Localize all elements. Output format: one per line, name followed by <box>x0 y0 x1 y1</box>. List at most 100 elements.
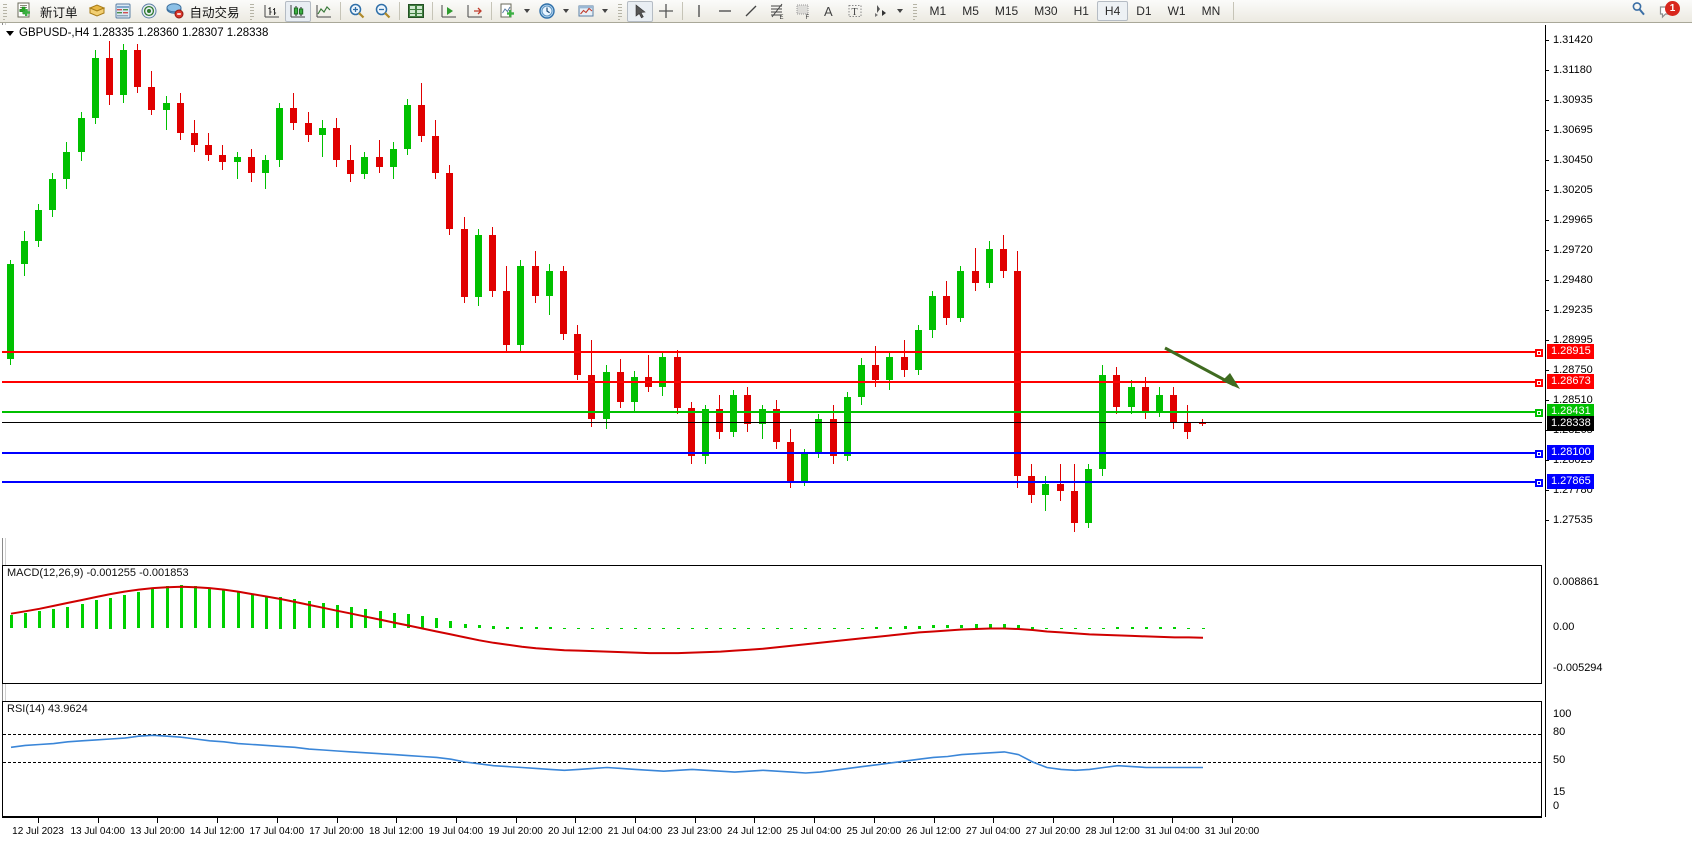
profile-icon[interactable] <box>84 1 110 22</box>
market-watch-icon[interactable] <box>110 1 136 22</box>
price-label-support-green[interactable]: 1.28431 <box>1547 404 1594 420</box>
text-label-icon[interactable]: T <box>842 1 868 22</box>
macd-histogram-bar <box>194 586 197 629</box>
zoom-out-icon[interactable] <box>370 1 396 22</box>
level-line-target-upper[interactable] <box>2 449 1543 458</box>
candle-wick <box>648 355 650 393</box>
horizontal-line-icon[interactable] <box>712 1 738 22</box>
macd-histogram-bar <box>151 589 155 629</box>
candle-body <box>545 270 553 296</box>
candle <box>375 140 383 174</box>
macd-histogram-bar <box>875 627 879 629</box>
price-tick-label: 1.31180 <box>1553 63 1592 76</box>
price-label-resistance-upper[interactable]: 1.28915 <box>1547 344 1594 360</box>
toolbar-grip[interactable] <box>2 1 9 21</box>
level-handle[interactable] <box>1535 478 1543 487</box>
alerts-icon[interactable]: 1 <box>1658 1 1680 20</box>
trendline-icon[interactable] <box>738 1 764 22</box>
timeframe-w1[interactable]: W1 <box>1167 4 1186 18</box>
level-line-current-price[interactable] <box>2 422 1542 423</box>
candle-body <box>588 374 596 420</box>
macd-pane[interactable]: MACD(12,26,9) -0.001255 -0.001853 <box>2 565 1542 684</box>
candle-body <box>120 49 127 96</box>
period-dropdown-caret[interactable] <box>562 9 569 13</box>
level-line-resistance-upper[interactable] <box>2 348 1543 357</box>
level-handle[interactable] <box>1535 348 1543 357</box>
text-icon[interactable]: A <box>816 1 842 22</box>
timeframe-h1[interactable]: H1 <box>1073 4 1089 18</box>
macd-histogram-bar <box>619 627 623 629</box>
templates-icon[interactable] <box>573 1 599 22</box>
level-line-support-green[interactable] <box>2 408 1543 417</box>
chart-symbol-label[interactable]: GBPUSD-,H4 1.28335 1.28360 1.28307 1.283… <box>6 27 268 39</box>
candle-body <box>205 144 213 155</box>
autoscroll-icon[interactable] <box>436 1 462 22</box>
timeframe-m5[interactable]: M5 <box>962 4 979 18</box>
autotrading-icon[interactable] <box>162 1 188 22</box>
shapes-icon[interactable] <box>868 1 894 22</box>
timeframe-d1[interactable]: D1 <box>1136 4 1152 18</box>
chevron-down-icon[interactable] <box>6 30 14 36</box>
crosshair-icon[interactable] <box>653 1 679 22</box>
timeframe-m15[interactable]: M15 <box>994 4 1019 18</box>
templates-dropdown-caret[interactable] <box>601 9 608 13</box>
chart-area[interactable]: GBPUSD-,H4 1.28335 1.28360 1.28307 1.283… <box>0 23 1692 851</box>
shapes-dropdown-caret[interactable] <box>896 9 903 13</box>
time-axis[interactable]: 12 Jul 2023 13 Jul 04:00 13 Jul 20:00 14 Ju… <box>2 817 1542 851</box>
new-order-icon[interactable] <box>12 1 38 22</box>
level-handle[interactable] <box>1535 378 1543 387</box>
macd-histogram-bar <box>1059 627 1063 629</box>
zoom-in-icon[interactable] <box>344 1 370 22</box>
macd-histogram-bar <box>1187 627 1191 629</box>
timeframe-mn[interactable]: MN <box>1201 4 1221 18</box>
price-pane[interactable] <box>2 25 1543 538</box>
price-label-current-price[interactable]: 1.28338 <box>1547 415 1594 431</box>
level-handle[interactable] <box>1535 408 1543 417</box>
price-label-target-upper[interactable]: 1.28100 <box>1547 445 1594 460</box>
candle-body <box>474 235 482 297</box>
bar-chart-icon[interactable] <box>259 1 285 22</box>
line-chart-icon[interactable] <box>311 1 337 22</box>
price-tick: 1.30695 <box>1545 124 1593 136</box>
indicators-dropdown-caret[interactable] <box>523 9 530 13</box>
channel-icon[interactable]: F <box>790 1 816 22</box>
navigator-icon[interactable] <box>136 1 162 22</box>
level-handle[interactable] <box>1535 449 1543 458</box>
toolbar-grip-4[interactable] <box>911 1 919 21</box>
candle-body <box>744 394 752 425</box>
candle-body <box>432 136 440 174</box>
indicators-icon[interactable] <box>495 1 521 22</box>
vertical-line-icon[interactable] <box>686 1 712 22</box>
candle <box>1070 463 1078 532</box>
candlestick-icon[interactable] <box>284 0 311 22</box>
rsi-pane[interactable]: RSI(14) 43.9624 <box>2 701 1542 817</box>
level-line-resistance-lower[interactable] <box>2 378 1543 387</box>
fibonacci-icon[interactable]: E <box>764 1 790 22</box>
timeframe-h4[interactable]: H4 <box>1096 1 1129 21</box>
autotrading-label[interactable]: 自动交易 <box>189 5 240 20</box>
price-axis[interactable]: 1.31420 1.31180 1.30935 1.30695 1.30450 1.302… <box>1545 25 1692 817</box>
chart-shift-icon[interactable] <box>462 1 488 22</box>
new-order-label[interactable]: 新订单 <box>40 5 78 20</box>
search-icon[interactable] <box>1630 0 1648 23</box>
time-tick <box>217 818 219 823</box>
candle-body <box>162 102 170 111</box>
price-label-resistance-lower[interactable]: 1.28673 <box>1547 374 1594 390</box>
candle <box>630 371 638 412</box>
level-line-target-lower[interactable] <box>2 478 1543 487</box>
price-tick: 1.31180 <box>1545 64 1592 76</box>
notification-badge[interactable]: 1 <box>1665 1 1680 16</box>
price-label-target-lower[interactable]: 1.27865 <box>1547 474 1594 489</box>
timeframe-m1[interactable]: M1 <box>929 4 947 18</box>
candle <box>489 226 496 297</box>
timeframe-m30[interactable]: M30 <box>1034 4 1058 18</box>
period-icon[interactable] <box>534 1 560 22</box>
trend-arrow-annotation[interactable] <box>1162 345 1252 395</box>
time-tick <box>515 818 517 823</box>
price-tick-label: 1.30205 <box>1553 184 1593 197</box>
toolbar-grip-2[interactable] <box>248 1 256 21</box>
candle <box>120 43 127 103</box>
cursor-icon[interactable] <box>626 0 653 22</box>
toolbar-grip-3[interactable] <box>616 1 624 21</box>
grid-icon[interactable] <box>403 1 429 22</box>
